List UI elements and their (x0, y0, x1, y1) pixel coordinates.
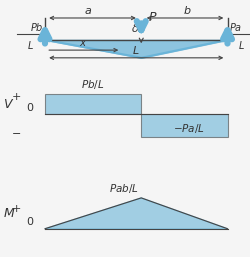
Text: $b$: $b$ (182, 4, 191, 16)
Polygon shape (45, 198, 228, 229)
Text: $Pa$: $Pa$ (229, 21, 242, 33)
Text: $0$: $0$ (26, 101, 34, 113)
Text: $P$: $P$ (148, 11, 157, 24)
Bar (141, 114, 228, 137)
Text: $L$: $L$ (238, 39, 245, 51)
Text: $-Pa/L$: $-Pa/L$ (174, 122, 205, 135)
Text: $+$: $+$ (11, 91, 21, 102)
Text: $Pb/L$: $Pb/L$ (82, 78, 105, 91)
Text: $x$: $x$ (79, 38, 88, 48)
Text: $Pab/L$: $Pab/L$ (109, 182, 139, 195)
Text: $L$: $L$ (132, 44, 140, 56)
Text: $0$: $0$ (26, 215, 34, 227)
Text: $-$: $-$ (11, 127, 21, 137)
Text: $M$: $M$ (2, 207, 15, 220)
Text: $+$: $+$ (11, 203, 21, 214)
Bar (45, 94, 141, 114)
Text: $Pb$: $Pb$ (30, 21, 44, 33)
Text: $L$: $L$ (26, 39, 34, 51)
Text: $V$: $V$ (3, 98, 14, 111)
Text: $a$: $a$ (84, 6, 92, 16)
Text: $\delta$: $\delta$ (131, 22, 139, 34)
